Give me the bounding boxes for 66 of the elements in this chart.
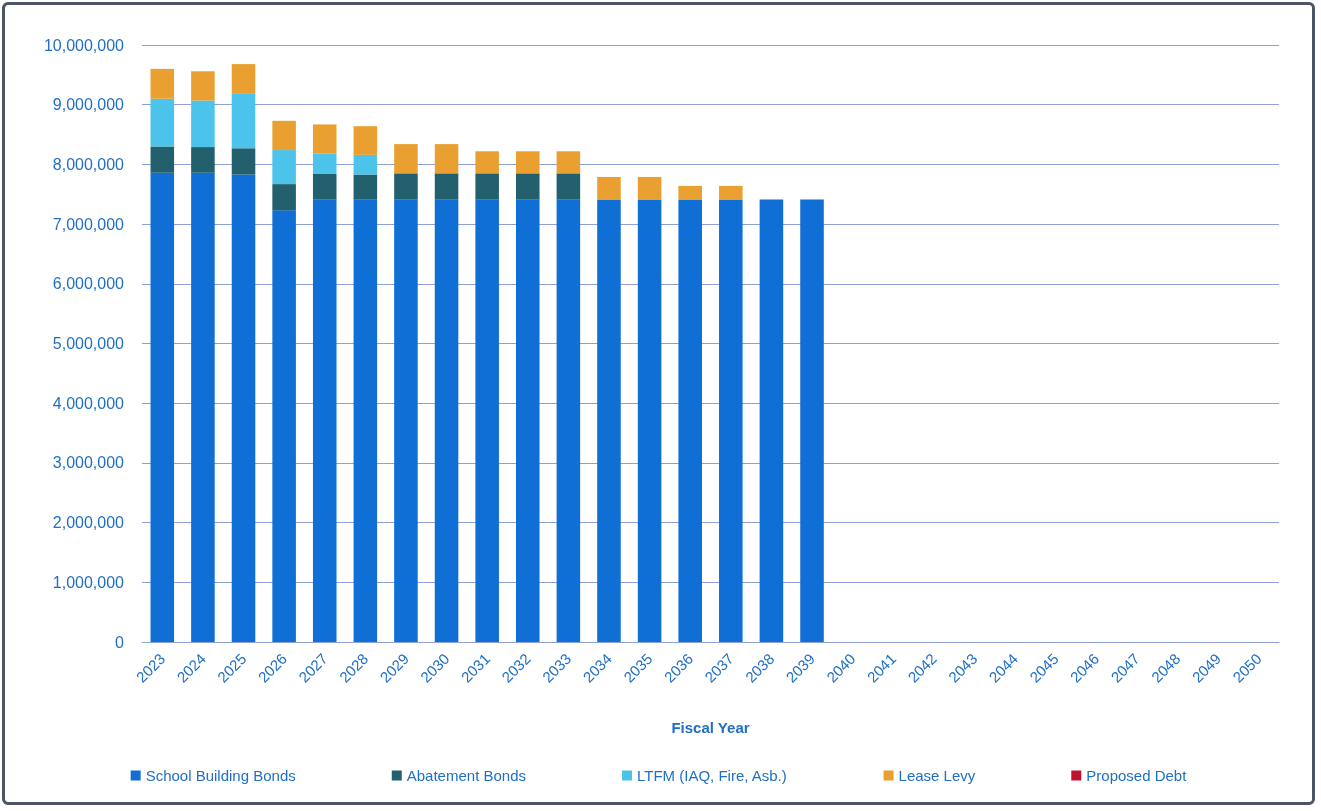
bar <box>353 126 378 155</box>
bar <box>191 147 215 173</box>
y-tick-label: 9,000,000 <box>52 96 125 114</box>
bar <box>272 210 296 642</box>
bar <box>231 174 256 642</box>
bar <box>556 173 581 200</box>
bar <box>272 184 296 211</box>
bar <box>394 144 418 174</box>
bar <box>637 176 662 200</box>
bar <box>272 150 296 185</box>
bar <box>597 199 621 642</box>
legend-label: School Building Bonds <box>145 767 296 784</box>
bar <box>272 120 296 151</box>
bar <box>515 173 540 200</box>
y-tick-label: 0 <box>115 633 125 651</box>
bar <box>353 174 378 200</box>
y-tick-label: 10,000,000 <box>43 36 125 54</box>
bar <box>394 173 418 200</box>
y-tick-label: 1,000,000 <box>52 573 125 591</box>
bar <box>191 71 215 101</box>
bar <box>637 199 662 642</box>
legend-label: Lease Levy <box>898 767 976 784</box>
bar <box>150 172 175 642</box>
bar <box>150 98 175 147</box>
bar <box>556 151 581 174</box>
bar <box>312 153 337 174</box>
bar <box>191 100 215 148</box>
bar <box>678 199 702 642</box>
bar <box>759 199 784 642</box>
y-tick-label: 2,000,000 <box>52 514 125 532</box>
bar <box>515 151 540 174</box>
bar <box>719 199 743 642</box>
bar <box>434 144 459 174</box>
bar <box>678 185 702 200</box>
y-tick-label: 7,000,000 <box>52 215 125 233</box>
bar <box>353 154 378 175</box>
legend-label: Proposed Debt <box>1086 767 1188 784</box>
bar <box>231 93 256 149</box>
legend-label: Abatement Bonds <box>406 767 526 784</box>
bar <box>434 173 459 200</box>
bar <box>800 199 824 642</box>
bar <box>475 199 499 642</box>
bar <box>150 68 175 99</box>
y-tick-label: 5,000,000 <box>52 335 125 352</box>
legend-label: LTFM (IAQ, Fire, Asb.) <box>637 767 787 784</box>
y-tick-label: 3,000,000 <box>52 454 125 472</box>
bar <box>312 124 337 154</box>
bar <box>434 199 459 642</box>
x-axis-title: Fiscal Year <box>671 719 750 736</box>
bar <box>475 151 499 174</box>
y-tick-label: 4,000,000 <box>52 394 125 412</box>
bar <box>312 199 337 642</box>
bar <box>150 146 175 173</box>
y-tick-label: 8,000,000 <box>52 155 125 173</box>
bar <box>394 199 418 642</box>
bar <box>312 173 337 200</box>
bar <box>475 173 499 200</box>
bar <box>556 199 581 642</box>
bar <box>597 176 621 200</box>
bar <box>231 148 256 175</box>
bar <box>353 199 378 642</box>
y-tick-label: 6,000,000 <box>52 275 125 293</box>
bar <box>515 199 540 642</box>
bar <box>231 64 256 94</box>
bar <box>191 172 215 642</box>
bar <box>719 185 743 200</box>
